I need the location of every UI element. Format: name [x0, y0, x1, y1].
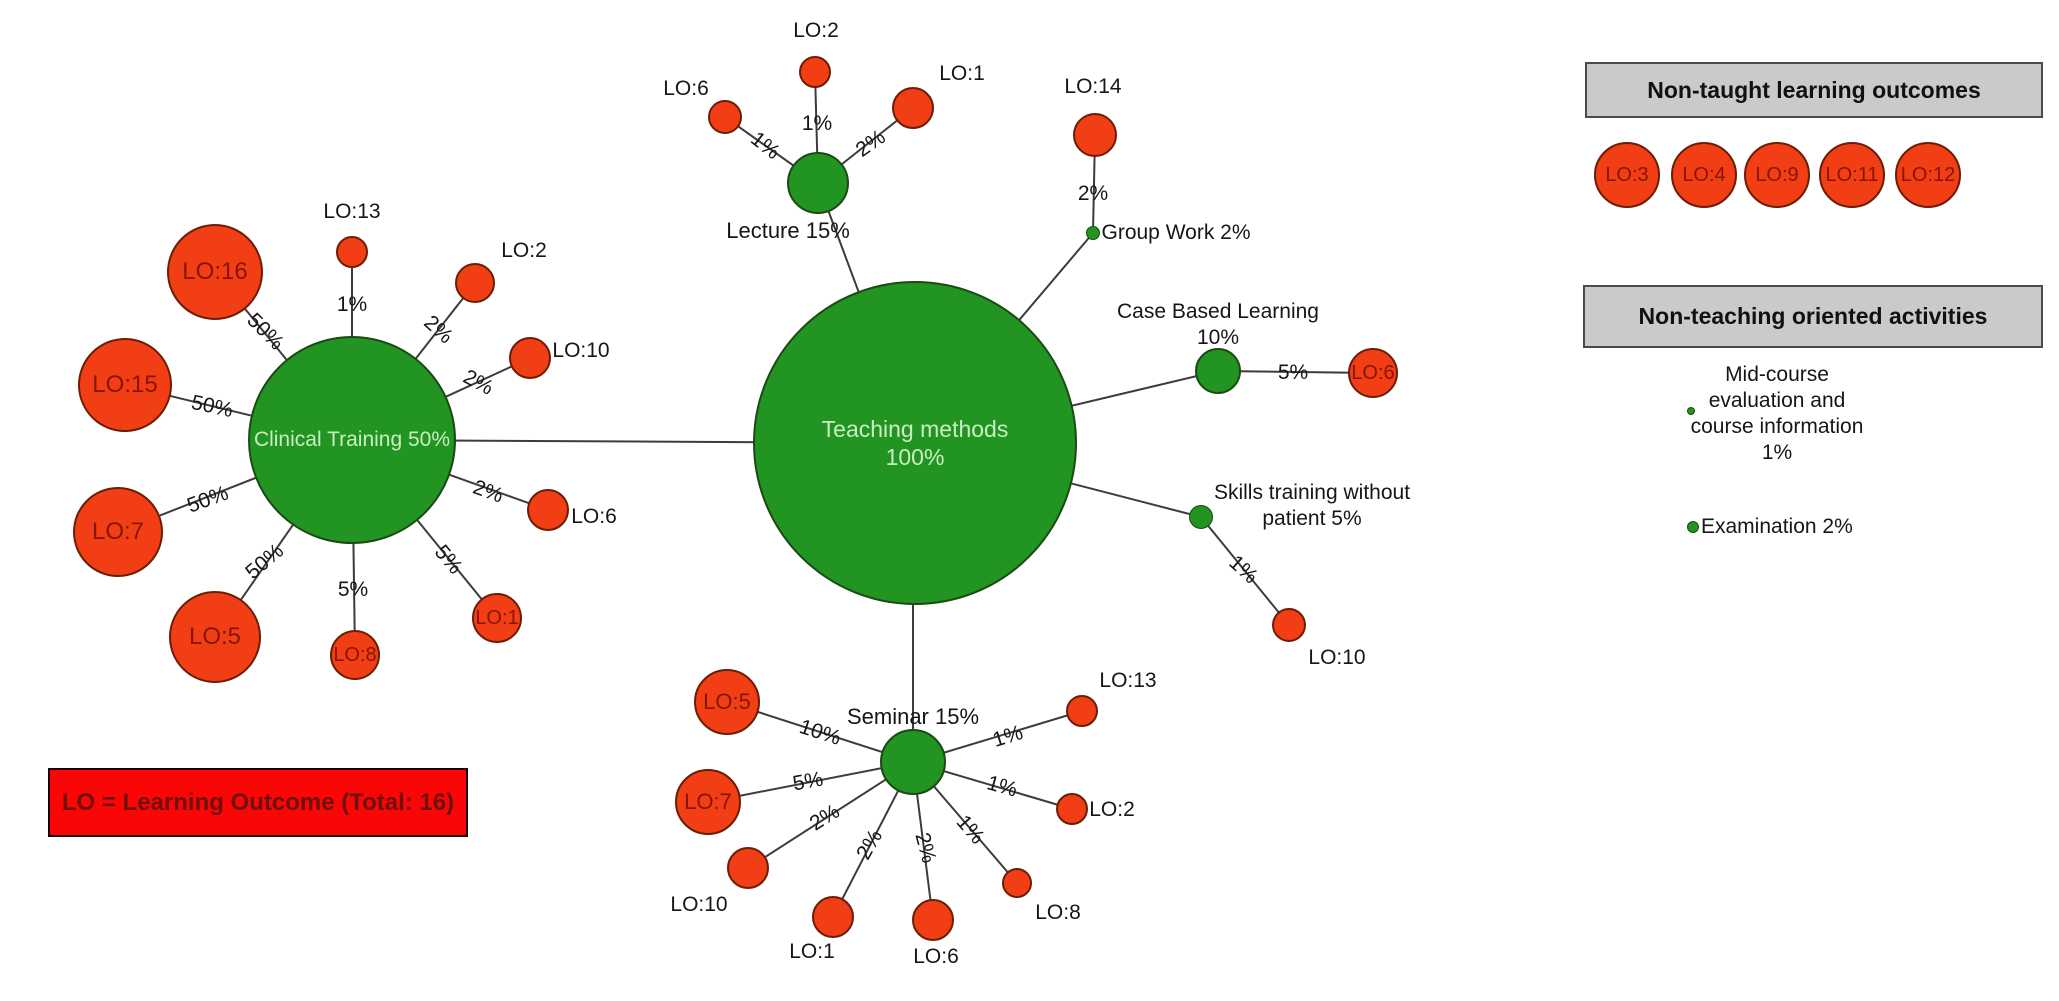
lo-label: LO:2: [1089, 798, 1135, 821]
hub-group-work-label: Group Work 2%: [1101, 221, 1251, 244]
legend-examination-label: Examination 2%: [1701, 515, 1853, 538]
legend-midcourse-dot: [1687, 407, 1695, 415]
lo-node-cbl-lo6: LO:6: [1348, 348, 1398, 398]
skills-label-line1: Skills training without: [1213, 481, 1411, 504]
lo-node-skills-lo10: [1272, 608, 1306, 642]
skills-label-line2: patient 5%: [1262, 507, 1362, 530]
hub-case-based-learning: [1195, 348, 1241, 394]
lo-node-seminar-lo7: LO:7: [675, 769, 741, 835]
lo-node-clinical-lo10: [509, 337, 551, 379]
hub-skills-training-label: Skills training without patient 5%: [1214, 480, 1410, 532]
lo-node-groupwork-lo14: [1073, 113, 1117, 157]
lo-node-lecture-lo1: [892, 87, 934, 129]
lo-node-clinical-lo1: LO:1: [472, 593, 522, 643]
cbl-label-line1: Case Based Learning: [1117, 300, 1319, 323]
hub-clinical-training: Clinical Training 50%: [248, 336, 456, 544]
hub-group-work: [1086, 226, 1100, 240]
lo-label: LO:2: [793, 19, 839, 42]
legend-midcourse-label: Mid-course evaluation and course informa…: [1691, 362, 1864, 466]
lo-node-clinical-lo5: LO:5: [169, 591, 261, 683]
hub-teaching-label-line2: 100%: [885, 444, 945, 470]
lo-label: LO:6: [571, 505, 617, 528]
lo-node-clinical-lo13: [336, 236, 368, 268]
legend-examination-dot: [1687, 521, 1699, 533]
legend-lo4: LO:4: [1671, 142, 1737, 208]
lo-label: LO:10: [670, 893, 728, 916]
lo-node-lecture-lo2: [799, 56, 831, 88]
lo-node-seminar-lo1: [812, 896, 854, 938]
lo-node-clinical-lo7: LO:7: [73, 487, 163, 577]
lo-node-clinical-lo15: LO:15: [78, 338, 172, 432]
hub-case-based-learning-label: Case Based Learning 10%: [1117, 299, 1319, 351]
edge-pct: 5%: [337, 578, 369, 601]
legend-lo11: LO:11: [1819, 142, 1885, 208]
edge: [1217, 370, 1374, 374]
lo-label: LO:8: [1035, 901, 1081, 924]
edge-pct: 1%: [801, 112, 833, 135]
lo-node-seminar-lo8: [1002, 868, 1032, 898]
lo-label: LO:13: [323, 200, 381, 223]
hub-seminar: [880, 729, 946, 795]
lo-node-seminar-lo2: [1056, 793, 1088, 825]
legend-lo9: LO:9: [1744, 142, 1810, 208]
hub-seminar-label: Seminar 15%: [846, 704, 980, 729]
lo-node-clinical-lo6: [527, 489, 569, 531]
lo-node-seminar-lo13: [1066, 695, 1098, 727]
cbl-label-line2: 10%: [1196, 326, 1240, 349]
midcourse-line1: Mid-course: [1725, 363, 1829, 386]
lo-node-seminar-lo6: [912, 899, 954, 941]
midcourse-line4: 1%: [1761, 441, 1793, 464]
midcourse-line2: evaluation and: [1708, 389, 1846, 412]
lo-label: LO:2: [501, 239, 547, 262]
hub-lecture: [787, 152, 849, 214]
hub-lecture-label: Lecture 15%: [726, 218, 850, 243]
lo-node-seminar-lo5: LO:5: [694, 669, 760, 735]
lo-label: LO:14: [1064, 75, 1122, 98]
lo-label: LO:1: [939, 62, 985, 85]
edge: [707, 761, 914, 803]
lo-node-clinical-lo8: LO:8: [330, 630, 380, 680]
legend-non-taught-header: Non-taught learning outcomes: [1585, 62, 2043, 118]
lo-label: LO:6: [913, 945, 959, 968]
hub-skills-training: [1189, 505, 1213, 529]
midcourse-line3: course information: [1690, 415, 1864, 438]
lo-label: LO:1: [789, 940, 835, 963]
legend-lo12: LO:12: [1895, 142, 1961, 208]
hub-teaching-methods: Teaching methods 100%: [753, 281, 1077, 605]
lo-node-seminar-lo10: [727, 847, 769, 889]
lo-label: LO:10: [552, 339, 610, 362]
lo-node-clinical-lo16: LO:16: [167, 224, 263, 320]
legend-non-teaching-header: Non-teaching oriented activities: [1583, 285, 2043, 348]
lo-node-lecture-lo6: [708, 100, 742, 134]
hub-teaching-label-line1: Teaching methods: [821, 416, 1009, 442]
note-box-lo-definition: LO = Learning Outcome (Total: 16): [48, 768, 468, 837]
legend-lo3: LO:3: [1594, 142, 1660, 208]
edge: [1200, 516, 1290, 626]
lo-label: LO:10: [1308, 646, 1366, 669]
edge-pct: 5%: [1277, 361, 1309, 384]
lo-label: LO:13: [1099, 669, 1157, 692]
lo-label: LO:6: [663, 77, 709, 100]
lo-node-clinical-lo2: [455, 263, 495, 303]
edge-pct: 1%: [336, 293, 368, 316]
edge-pct: 2%: [1077, 182, 1109, 205]
